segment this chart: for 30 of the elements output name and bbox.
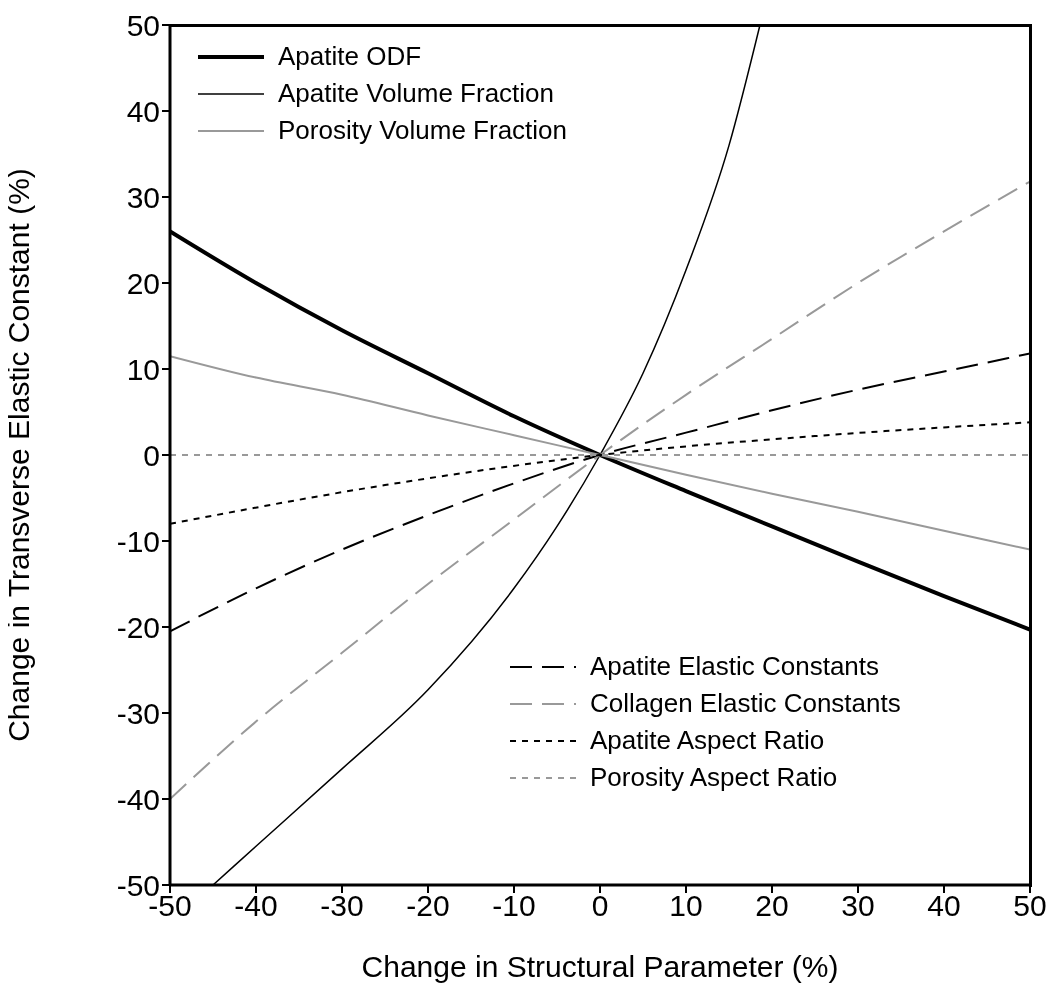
x-tick-label: -30 [320,889,364,923]
legend-label: Collagen Elastic Constants [590,687,901,720]
x-tick-label: 30 [841,889,875,923]
y-tick-label: 20 [126,266,160,300]
legend-label: Apatite Aspect Ratio [590,724,825,757]
line-series [170,180,1030,800]
y-tick-label: 50 [126,8,160,42]
x-axis-title: Change in Structural Parameter (%) [361,950,839,983]
line-series [170,355,1030,551]
legend-label: Apatite Volume Fraction [278,77,555,110]
x-tick-label: 10 [669,889,703,923]
y-tick-label: -30 [116,696,160,730]
x-tick-label: 40 [927,889,961,923]
y-tick-label: 0 [143,438,160,472]
x-tick-label: 50 [1013,889,1047,923]
legend-label: Apatite Elastic Constants [590,650,880,683]
x-tick-label: -40 [234,889,278,923]
y-tick-label: 40 [126,94,160,128]
legend-label: Porosity Aspect Ratio [590,761,838,794]
legend-label: Porosity Volume Fraction [278,114,568,147]
x-tick-label: -20 [406,889,450,923]
legend-label: Apatite ODF [278,40,422,73]
x-tick-label: 20 [755,889,789,923]
y-tick-label: -20 [116,610,160,644]
y-tick-label: -10 [116,524,160,558]
x-tick-label: 0 [591,889,609,923]
y-tick-label: 10 [126,352,160,386]
y-tick-label: -40 [116,782,160,816]
x-tick-label: -10 [492,889,536,923]
y-tick-label: 30 [126,180,160,214]
